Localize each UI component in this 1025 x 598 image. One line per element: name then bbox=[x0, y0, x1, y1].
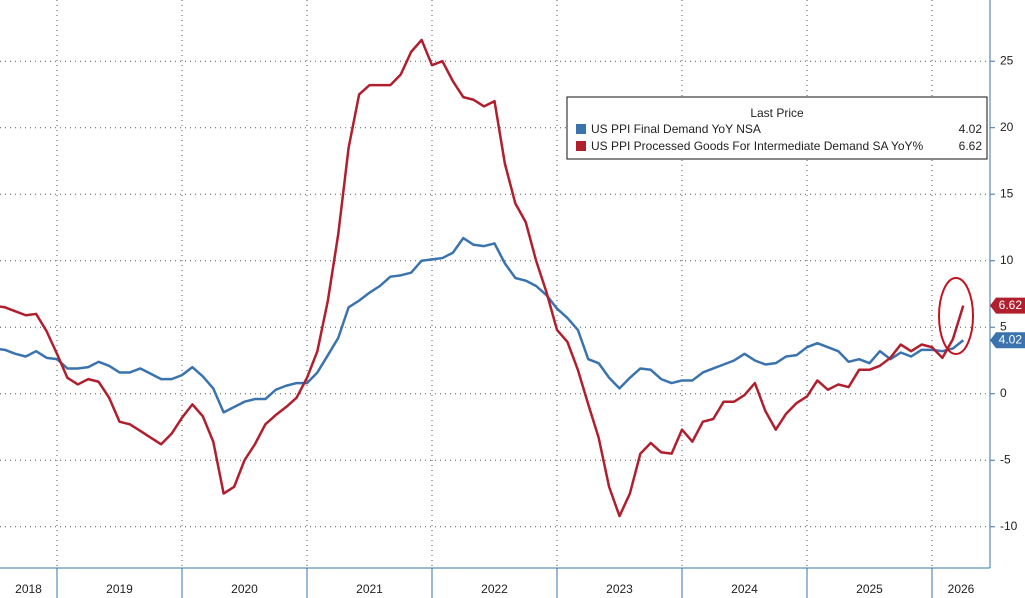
legend-title: Last Price bbox=[750, 106, 804, 120]
x-tick-label: 2018 bbox=[15, 582, 42, 596]
legend-label: US PPI Processed Goods For Intermediate … bbox=[591, 139, 924, 153]
y-tick-label: 15 bbox=[1000, 186, 1014, 200]
last-value-tag bbox=[990, 297, 1025, 314]
last-value-label: 4.02 bbox=[999, 332, 1023, 346]
highlight-ellipse bbox=[938, 277, 974, 355]
x-tick-label: 2021 bbox=[356, 582, 383, 596]
y-tick-label: -10 bbox=[1000, 519, 1018, 533]
legend-swatch bbox=[576, 124, 586, 134]
x-tick-label: 2026 bbox=[948, 582, 975, 596]
x-tick-label: 2023 bbox=[606, 582, 633, 596]
x-tick-label: 2025 bbox=[856, 582, 883, 596]
x-tick-label: 2019 bbox=[106, 582, 133, 596]
y-tick-label: 5 bbox=[1000, 319, 1007, 333]
x-tick-label: 2022 bbox=[481, 582, 508, 596]
x-tick-label: 2020 bbox=[231, 582, 258, 596]
series-line bbox=[0, 38, 965, 518]
legend-box bbox=[566, 96, 988, 160]
last-value-label: 6.62 bbox=[999, 298, 1023, 312]
lines bbox=[0, 38, 965, 518]
legend-value-bg bbox=[950, 139, 986, 155]
legend-swatch bbox=[576, 141, 586, 151]
y-tick-label: 0 bbox=[1000, 386, 1007, 400]
y-tick-label: 20 bbox=[1000, 120, 1014, 134]
legend-value: 4.02 bbox=[959, 122, 983, 136]
legend-label: US PPI Final Demand YoY NSA bbox=[591, 122, 761, 136]
legend-value: 6.62 bbox=[959, 139, 983, 153]
last-value-tag bbox=[990, 332, 1025, 349]
y-tick-label: 25 bbox=[1000, 53, 1014, 67]
x-tick-label: 2024 bbox=[731, 582, 758, 596]
y-tick-label: -5 bbox=[1000, 452, 1011, 466]
series-line bbox=[0, 236, 965, 414]
y-tick-label: 10 bbox=[1000, 253, 1014, 267]
legend: Last Price US PPI Final Demand YoY NSA 4… bbox=[566, 96, 988, 160]
grid bbox=[0, 0, 990, 568]
